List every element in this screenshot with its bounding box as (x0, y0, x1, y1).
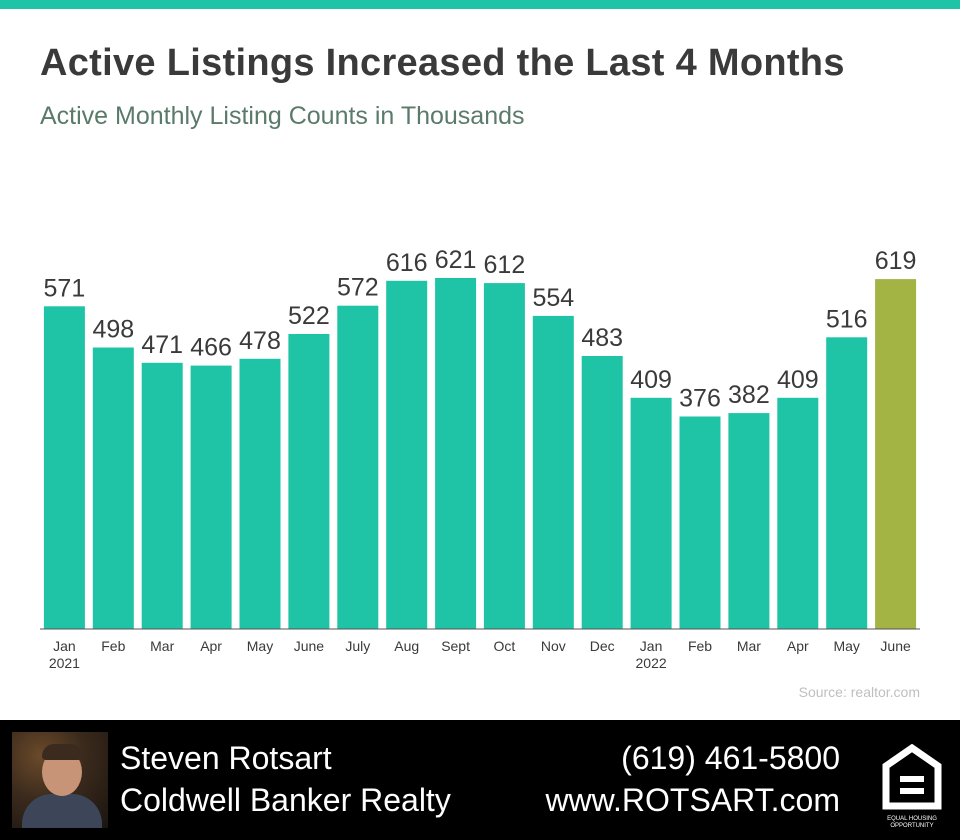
value-label-0: 571 (44, 274, 86, 302)
x-tick-label-12-year: 2022 (636, 655, 667, 671)
agent-photo (12, 732, 108, 828)
value-label-4: 478 (239, 327, 281, 355)
bar-1 (92, 347, 134, 629)
x-tick-label-6: July (345, 638, 370, 654)
value-label-16: 516 (826, 305, 868, 333)
x-tick-label-1: Feb (101, 638, 125, 654)
value-label-17: 619 (875, 247, 917, 275)
bar-10 (532, 315, 574, 629)
value-label-14: 382 (728, 381, 770, 409)
bar-7 (386, 280, 428, 629)
x-tick-label-16: May (833, 638, 859, 654)
agent-name: Steven Rotsart (120, 740, 332, 776)
bar-3 (190, 365, 232, 629)
bar-8 (435, 278, 477, 629)
bar-16 (826, 337, 868, 629)
bar-17 (875, 279, 917, 629)
bar-2 (141, 362, 183, 629)
phone-number[interactable]: (619) 461-5800 (621, 740, 840, 776)
x-tick-label-3: Apr (200, 638, 222, 654)
chart-title: Active Listings Increased the Last 4 Mon… (40, 42, 845, 84)
x-tick-label-0: Jan (53, 638, 76, 654)
value-label-1: 498 (92, 316, 134, 344)
bar-6 (337, 305, 379, 629)
bars-layer (43, 278, 917, 629)
bar-11 (581, 356, 623, 629)
website-link[interactable]: www.ROTSART.com (545, 782, 840, 818)
bar-4 (239, 358, 281, 629)
x-tick-label-0-year: 2021 (49, 655, 80, 671)
value-label-7: 616 (386, 249, 428, 277)
bar-5 (288, 334, 330, 629)
x-tick-label-14: Mar (737, 638, 761, 654)
bar-0 (43, 306, 85, 629)
x-tick-label-11: Dec (590, 638, 615, 654)
bar-14 (728, 413, 770, 629)
value-label-5: 522 (288, 302, 330, 330)
value-label-10: 554 (532, 284, 574, 312)
value-label-9: 612 (484, 251, 526, 279)
x-tick-label-2: Mar (150, 638, 174, 654)
value-label-6: 572 (337, 274, 379, 302)
chart-subtitle: Active Monthly Listing Counts in Thousan… (40, 102, 525, 130)
x-tick-label-4: May (247, 638, 273, 654)
bar-12 (630, 397, 672, 629)
top-accent-bar (0, 0, 960, 9)
x-tick-label-17: June (880, 638, 911, 654)
x-tick-label-15: Apr (787, 638, 809, 654)
x-tick-label-13: Feb (688, 638, 712, 654)
value-label-11: 483 (581, 324, 623, 352)
value-label-13: 376 (679, 385, 721, 413)
x-tick-label-9: Oct (494, 638, 516, 654)
source-note: Source: realtor.com (798, 684, 920, 700)
value-label-8: 621 (435, 246, 477, 274)
value-label-12: 409 (630, 366, 672, 394)
bar-9 (483, 283, 525, 629)
company-name: Coldwell Banker Realty (120, 782, 451, 818)
x-tick-label-12: Jan (640, 638, 663, 654)
equal-housing-opportunity-logo (882, 744, 942, 810)
x-tick-label-10: Nov (541, 638, 566, 654)
bar-15 (777, 397, 819, 629)
eho-label: EQUAL HOUSING OPPORTUNITY (887, 816, 937, 829)
x-tick-label-7: Aug (394, 638, 419, 654)
value-label-15: 409 (777, 366, 819, 394)
value-label-3: 466 (190, 334, 232, 362)
x-tick-label-8: Sept (441, 638, 470, 654)
value-label-2: 471 (141, 331, 183, 359)
bar-13 (679, 416, 721, 629)
x-tick-label-5: June (294, 638, 325, 654)
agent-footer: Steven Rotsart Coldwell Banker Realty (6… (0, 720, 960, 840)
